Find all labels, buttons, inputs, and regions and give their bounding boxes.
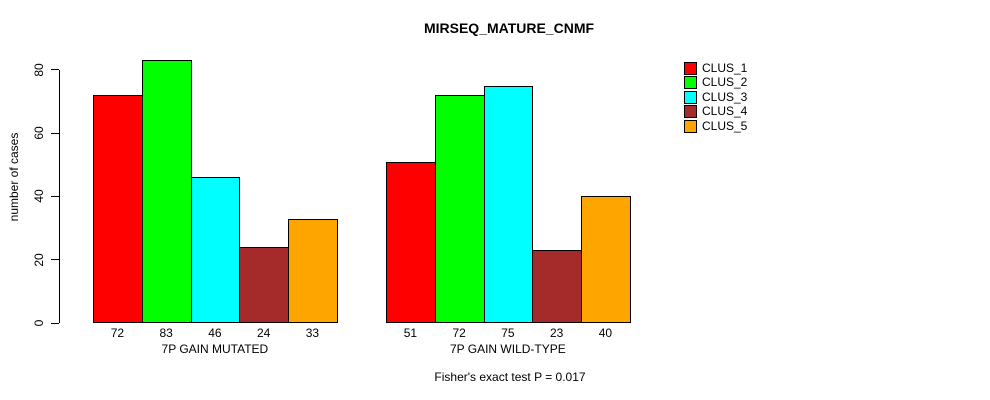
- bar-value-label: 83: [159, 326, 173, 340]
- legend-item-clus-2: CLUS_2: [684, 75, 748, 90]
- bar-value-label: 24: [256, 326, 271, 340]
- y-axis-tick: [51, 195, 59, 197]
- bar-value-label: 75: [501, 326, 515, 340]
- y-axis-tick: [51, 69, 59, 71]
- x-axis-group-label: 7P GAIN WILD-TYPE: [449, 342, 566, 356]
- y-axis-tick-label: 60: [32, 126, 46, 140]
- legend-label: CLUS_1: [702, 61, 748, 75]
- bar-clus_1-group2: [386, 161, 436, 323]
- chart-title: MIRSEQ_MATURE_CNMF: [423, 20, 595, 36]
- legend-label: CLUS_3: [702, 89, 748, 104]
- y-axis-tick: [51, 322, 59, 324]
- legend-item-clus-5: CLUS_5: [684, 118, 748, 133]
- legend-swatch-clus-5: [684, 119, 697, 133]
- bar-value-label: 46: [208, 326, 222, 340]
- bar-clus_2-group1: [141, 60, 192, 323]
- annotation-text: Fisher's exact test P = 0.017: [434, 370, 586, 384]
- bar-clus_5-group1: [288, 218, 338, 323]
- x-axis-group-label: 7P GAIN MUTATED: [161, 342, 269, 356]
- bar-value-label: 72: [452, 326, 466, 340]
- legend-swatch-clus-3: [684, 90, 697, 104]
- bar-clus_3-group2: [483, 85, 534, 323]
- bar-clus_3-group1: [190, 177, 241, 323]
- y-axis-label: number of cases: [7, 132, 21, 222]
- y-axis-tick: [51, 132, 59, 134]
- bar-clus_5-group2: [581, 196, 631, 323]
- bar-value-label: 40: [598, 326, 613, 340]
- bar-clus_2-group2: [434, 95, 485, 323]
- legend-item-clus-4: CLUS_4: [684, 104, 748, 119]
- legend-swatch-clus-2: [684, 76, 697, 90]
- y-axis-tick-label: 80: [32, 62, 46, 77]
- y-axis-tick-label: 20: [32, 252, 46, 267]
- bar-value-label: 51: [403, 326, 418, 340]
- bar-clus_4-group2: [532, 250, 582, 323]
- bar-value-label: 23: [549, 326, 564, 340]
- legend-swatch-clus-1: [684, 62, 697, 75]
- legend-item-clus-3: CLUS_3: [684, 89, 748, 104]
- bar-value-label: 72: [110, 326, 125, 340]
- legend-item-clus-1: CLUS_1: [684, 62, 747, 75]
- bar-clus_1-group1: [93, 95, 143, 323]
- legend-label: CLUS_2: [702, 75, 748, 90]
- legend-label: CLUS_4: [702, 104, 748, 119]
- y-axis-tick: [51, 259, 59, 261]
- y-axis-line: [59, 69, 60, 323]
- bar-value-label: 33: [305, 326, 320, 340]
- y-axis-tick-label: 40: [32, 189, 46, 204]
- bar-clus_4-group1: [239, 247, 289, 323]
- legend-swatch-clus-4: [684, 105, 697, 119]
- y-axis-tick-label: 0: [32, 319, 46, 327]
- legend-label: CLUS_5: [702, 118, 748, 133]
- legend: CLUS_1 CLUS_2 CLUS_3 CLUS_4 CLUS_5: [684, 62, 747, 133]
